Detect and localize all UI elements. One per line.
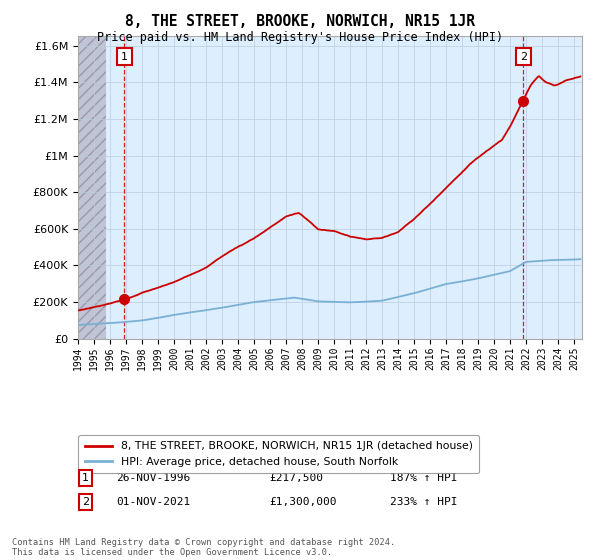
Text: £1,300,000: £1,300,000 (269, 497, 337, 507)
Bar (78, 36, 106, 339)
Text: Contains HM Land Registry data © Crown copyright and database right 2024.
This d: Contains HM Land Registry data © Crown c… (12, 538, 395, 557)
Text: 233% ↑ HPI: 233% ↑ HPI (391, 497, 458, 507)
Text: 2: 2 (82, 497, 89, 507)
Text: 26-NOV-1996: 26-NOV-1996 (116, 473, 190, 483)
Text: 187% ↑ HPI: 187% ↑ HPI (391, 473, 458, 483)
Text: 2: 2 (520, 52, 527, 62)
Text: 1: 1 (121, 52, 128, 62)
Text: 1: 1 (82, 473, 89, 483)
Text: 01-NOV-2021: 01-NOV-2021 (116, 497, 190, 507)
Text: £217,500: £217,500 (269, 473, 323, 483)
Text: Price paid vs. HM Land Registry's House Price Index (HPI): Price paid vs. HM Land Registry's House … (97, 31, 503, 44)
Text: 8, THE STREET, BROOKE, NORWICH, NR15 1JR: 8, THE STREET, BROOKE, NORWICH, NR15 1JR (125, 14, 475, 29)
Legend: 8, THE STREET, BROOKE, NORWICH, NR15 1JR (detached house), HPI: Average price, d: 8, THE STREET, BROOKE, NORWICH, NR15 1JR… (79, 435, 479, 473)
